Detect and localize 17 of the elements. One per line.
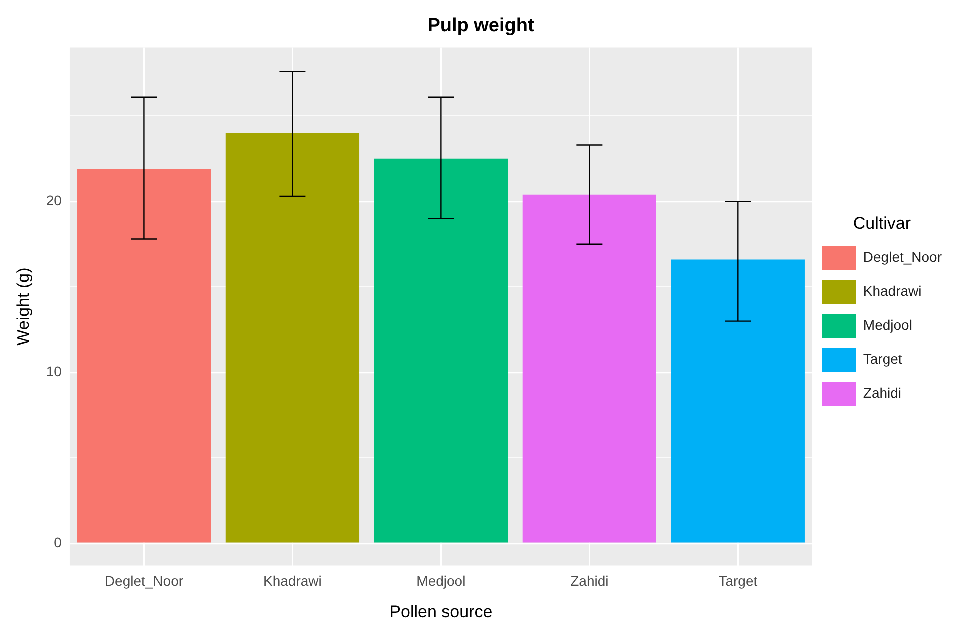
legend-label: Zahidi — [863, 385, 902, 402]
legend-label: Khadrawi — [863, 283, 922, 300]
y-tick-label: 0 — [54, 534, 62, 550]
x-tick-label: Khadrawi — [264, 573, 322, 590]
chart-title: Pulp weight — [428, 16, 535, 37]
y-axis-title: Weight (g) — [14, 268, 33, 346]
y-tick-label: 20 — [46, 192, 62, 209]
legend-label: Deglet_Noor — [863, 249, 942, 266]
legend-label: Target — [863, 351, 902, 368]
x-tick-label: Target — [718, 573, 758, 590]
x-tick-label: Medjool — [416, 573, 466, 590]
y-tick-label: 10 — [46, 363, 62, 380]
x-tick-label: Zahidi — [570, 573, 609, 590]
x-tick-label: Deglet_Noor — [104, 573, 184, 590]
x-axis-title: Pollen source — [390, 602, 493, 622]
legend-label: Medjool — [863, 317, 912, 334]
legend-title: Cultivar — [853, 214, 912, 233]
